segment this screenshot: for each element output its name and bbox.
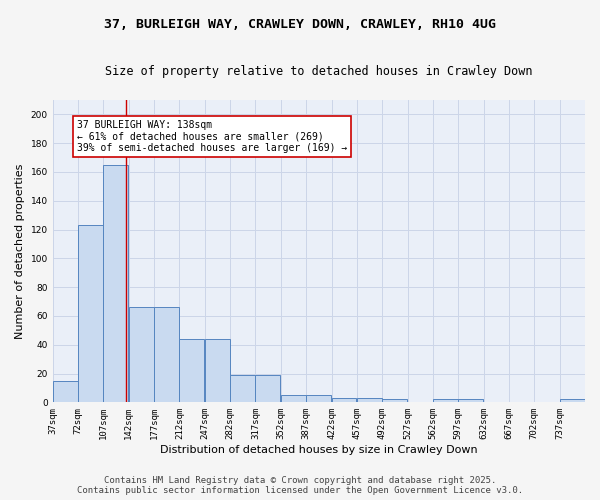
Bar <box>154 308 179 402</box>
Bar <box>560 400 584 402</box>
Bar <box>129 308 154 402</box>
Bar <box>281 395 306 402</box>
Bar <box>332 398 356 402</box>
Title: Size of property relative to detached houses in Crawley Down: Size of property relative to detached ho… <box>105 65 533 78</box>
Bar <box>433 400 458 402</box>
Bar <box>53 380 77 402</box>
Bar <box>78 226 103 402</box>
Text: Contains HM Land Registry data © Crown copyright and database right 2025.
Contai: Contains HM Land Registry data © Crown c… <box>77 476 523 495</box>
Bar <box>382 400 407 402</box>
Y-axis label: Number of detached properties: Number of detached properties <box>15 164 25 339</box>
Text: 37 BURLEIGH WAY: 138sqm
← 61% of detached houses are smaller (269)
39% of semi-d: 37 BURLEIGH WAY: 138sqm ← 61% of detache… <box>77 120 347 154</box>
Bar <box>205 339 230 402</box>
Bar <box>179 339 205 402</box>
Bar <box>458 400 483 402</box>
Bar <box>103 165 128 402</box>
X-axis label: Distribution of detached houses by size in Crawley Down: Distribution of detached houses by size … <box>160 445 478 455</box>
Bar <box>256 375 280 402</box>
Bar <box>230 375 255 402</box>
Bar <box>306 395 331 402</box>
Text: 37, BURLEIGH WAY, CRAWLEY DOWN, CRAWLEY, RH10 4UG: 37, BURLEIGH WAY, CRAWLEY DOWN, CRAWLEY,… <box>104 18 496 30</box>
Bar <box>357 398 382 402</box>
